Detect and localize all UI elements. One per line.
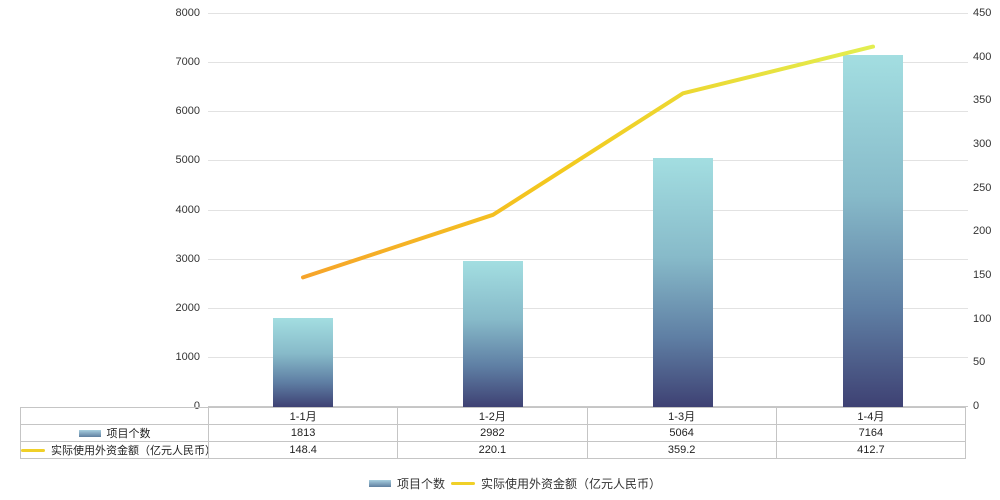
value-cell: 412.7 bbox=[775, 441, 967, 459]
data-table: 1-1月 1-2月 1-3月 1-4月 项目个数 1813 2982 5064 … bbox=[20, 407, 967, 459]
category-cell: 1-4月 bbox=[775, 407, 967, 425]
bar-series-swatch-icon bbox=[78, 429, 101, 437]
series-label-cell: 项目个数 bbox=[20, 424, 209, 442]
table-row-categories: 1-1月 1-2月 1-3月 1-4月 bbox=[20, 407, 967, 425]
line-series-swatch-icon bbox=[451, 481, 475, 485]
value-cell: 2982 bbox=[397, 424, 588, 442]
value-cell: 359.2 bbox=[586, 441, 777, 459]
right-axis-tick-label: 300 bbox=[973, 138, 992, 150]
value-cell: 220.1 bbox=[397, 441, 588, 459]
right-axis-tick-label: 0 bbox=[973, 400, 980, 412]
series-name: 实际使用外资金额（亿元人民币） bbox=[51, 445, 209, 457]
value-cell: 7164 bbox=[775, 424, 967, 442]
table-corner-cell bbox=[20, 407, 209, 425]
legend-label: 项目个数 bbox=[396, 476, 445, 491]
legend-item-bar-series[interactable]: 项目个数 bbox=[368, 475, 445, 492]
line-series-path[interactable] bbox=[301, 44, 875, 280]
x-axis-line bbox=[208, 406, 968, 407]
series-label-cell: 实际使用外资金额（亿元人民币） bbox=[20, 441, 209, 459]
right-axis-tick-label: 400 bbox=[973, 50, 992, 63]
left-axis-tick-label: 5000 bbox=[175, 154, 200, 167]
bar-1-1月[interactable] bbox=[273, 317, 333, 407]
bar-1-4月[interactable] bbox=[843, 55, 903, 407]
line-series-swatch-icon bbox=[21, 448, 45, 452]
left-axis-tick-label: 7000 bbox=[175, 56, 200, 69]
chart-legend: 项目个数 实际使用外资金额（亿元人民币） bbox=[0, 474, 1000, 492]
gridline bbox=[208, 13, 968, 14]
right-axis-tick-label: 100 bbox=[973, 312, 992, 325]
right-axis-tick-label: 150 bbox=[973, 269, 992, 281]
bar-1-3月[interactable] bbox=[653, 158, 713, 407]
legend-label: 实际使用外资金额（亿元人民币） bbox=[481, 476, 662, 491]
right-axis-tick-label: 50 bbox=[973, 356, 986, 369]
left-axis-tick-label: 1000 bbox=[175, 350, 200, 363]
right-axis-tick-label: 350 bbox=[973, 94, 992, 107]
left-axis-tick-label: 6000 bbox=[175, 105, 200, 118]
right-axis-tick-label: 200 bbox=[973, 225, 992, 238]
legend-item-line-series[interactable]: 实际使用外资金额（亿元人民币） bbox=[451, 475, 661, 492]
series-name: 项目个数 bbox=[106, 428, 151, 440]
left-axis-tick-label: 8000 bbox=[175, 7, 200, 19]
right-axis-tick-label: 250 bbox=[973, 181, 992, 194]
category-cell: 1-1月 bbox=[207, 407, 399, 425]
category-cell: 1-2月 bbox=[397, 407, 588, 425]
table-row-bar-series: 项目个数 1813 2982 5064 7164 bbox=[20, 424, 967, 442]
left-axis-tick-label: 4000 bbox=[175, 203, 200, 216]
gridline bbox=[208, 356, 968, 358]
gridline bbox=[208, 307, 968, 309]
left-axis-tick-label: 2000 bbox=[175, 301, 200, 314]
bar-series-swatch-icon bbox=[368, 479, 391, 487]
category-cell: 1-3月 bbox=[586, 407, 777, 425]
value-cell: 5064 bbox=[586, 424, 777, 442]
left-axis-tick-label: 0 bbox=[193, 400, 200, 412]
right-axis-tick-label: 450 bbox=[973, 7, 992, 19]
value-cell: 1813 bbox=[207, 424, 399, 442]
bar-1-2月[interactable] bbox=[463, 260, 523, 407]
table-row-line-series: 实际使用外资金额（亿元人民币） 148.4 220.1 359.2 412.7 bbox=[20, 441, 967, 459]
value-cell: 148.4 bbox=[207, 441, 399, 459]
left-axis-tick-label: 3000 bbox=[175, 252, 200, 265]
